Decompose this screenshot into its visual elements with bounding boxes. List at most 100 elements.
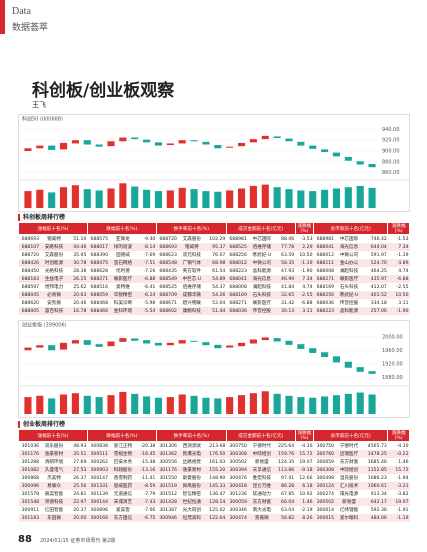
candle — [285, 340, 293, 345]
candle — [24, 148, 32, 151]
cell: 3.11 — [295, 307, 314, 315]
candle — [249, 139, 257, 143]
cell: -9.18 — [295, 466, 314, 474]
candle — [59, 142, 68, 150]
cell: 中际旭创 — [249, 450, 274, 458]
cell: 南大光电 — [252, 508, 272, 513]
cell: 688256 — [229, 252, 247, 258]
cell: -4.30 — [300, 443, 313, 449]
cell: 容百科技 — [42, 307, 66, 315]
volume-bar — [261, 391, 269, 414]
y-tick-label: 1960.00 — [382, 348, 403, 354]
cell: 124.35 — [278, 459, 295, 465]
cell: 688012 — [226, 259, 250, 267]
cell: 688709 — [156, 291, 180, 299]
cell: 康鹏科技 — [180, 307, 204, 315]
volume-bar — [309, 191, 317, 208]
candle — [119, 338, 127, 342]
chart-title: 科创50 (000688) — [22, 116, 63, 123]
cell: 科美诊断 — [113, 301, 133, 306]
column-header: 涨跌幅(%) — [387, 222, 410, 235]
candle — [71, 340, 79, 344]
cell: 300502 — [313, 498, 338, 506]
cell: -11.41 — [140, 475, 156, 481]
column-header: 换手率前十名(%) — [155, 222, 227, 235]
cell: 54.26 — [203, 291, 227, 299]
cell: 必易微 — [42, 291, 66, 299]
cell: 软通动力 — [252, 492, 272, 497]
candle — [321, 352, 329, 357]
cell: 300556 — [159, 459, 177, 465]
candle — [309, 348, 317, 353]
cell: 102.29 — [209, 236, 226, 242]
candle — [273, 136, 281, 139]
volume-bar — [190, 189, 198, 208]
cell: 300124 — [313, 482, 338, 490]
page-number: 88 — [18, 534, 32, 545]
volume-bar — [214, 191, 222, 208]
candle — [83, 340, 91, 345]
cell: 688516 — [90, 284, 109, 290]
cell: 12.66 — [299, 475, 313, 481]
cell: 300911 — [21, 507, 40, 513]
cell: 688012 — [316, 252, 335, 258]
volume-bar — [297, 190, 305, 208]
cell: 51.10 — [73, 236, 87, 242]
candle — [166, 143, 174, 146]
cell: 宁德时代 — [339, 444, 359, 449]
volume-bar — [166, 190, 174, 208]
cell: 20.63 — [65, 291, 88, 299]
volume-bar — [202, 397, 210, 414]
cell: 688271 — [87, 275, 112, 283]
cell: 3.11 — [398, 300, 409, 306]
cell: 301331 — [87, 482, 112, 490]
cell: 301176 — [18, 450, 43, 458]
cell: 海光信息 — [337, 243, 361, 251]
cell: -15.48 — [140, 459, 156, 465]
y-tick-label: 900.00 — [382, 149, 400, 155]
cell: 晶科能源 — [252, 269, 272, 274]
cell: 412.07 — [370, 284, 387, 290]
cell: 300476 — [229, 475, 247, 481]
cell: 688005 — [18, 307, 43, 315]
cell: 63.59 — [281, 252, 295, 258]
cell: 26.37 — [73, 475, 87, 481]
cell: 688475 — [87, 259, 112, 267]
candle — [344, 156, 352, 161]
cell: 688450 — [21, 268, 40, 274]
cell: -6.88 — [387, 275, 410, 283]
volume-bar — [83, 189, 91, 208]
cell: -0.22 — [387, 450, 410, 458]
cell: -7.16 — [143, 268, 156, 274]
cell: 联影医疗 — [111, 275, 135, 283]
cell: 688223 — [229, 268, 247, 274]
cell: 688183 — [18, 275, 43, 283]
cell: 213.68 — [209, 443, 226, 449]
cell: 136.47 — [209, 491, 226, 497]
cell: 宋城演艺 — [111, 498, 135, 506]
cell: 光格科技 — [44, 269, 64, 274]
cell: 联影医疗 — [252, 301, 272, 306]
volume-bar — [226, 190, 234, 208]
cell: 688468 — [90, 300, 109, 306]
candle — [202, 342, 210, 346]
cell: 56.82 — [273, 514, 296, 522]
cell: 10.92 — [299, 491, 313, 497]
column-header: 涨跌幅(%) — [294, 429, 315, 442]
cell: 52.04 — [212, 300, 226, 306]
cell: -6.88 — [134, 275, 157, 283]
cell: 民爆光电 — [180, 450, 204, 458]
cell: 艾森股份 — [44, 253, 64, 258]
column-header: 跌幅前十名(%) — [86, 222, 157, 235]
volume-bar — [226, 397, 234, 414]
cell: 257.06 — [360, 307, 388, 315]
volume-bar — [131, 186, 139, 208]
cell: 22.97 — [65, 498, 88, 506]
volume-bar — [83, 395, 91, 414]
candle — [202, 141, 210, 145]
volume-bar — [356, 392, 364, 414]
cell: 113.86 — [273, 466, 296, 474]
cell: 智信精密 — [182, 492, 202, 497]
candle — [261, 337, 269, 341]
cell: 688271 — [229, 300, 247, 306]
